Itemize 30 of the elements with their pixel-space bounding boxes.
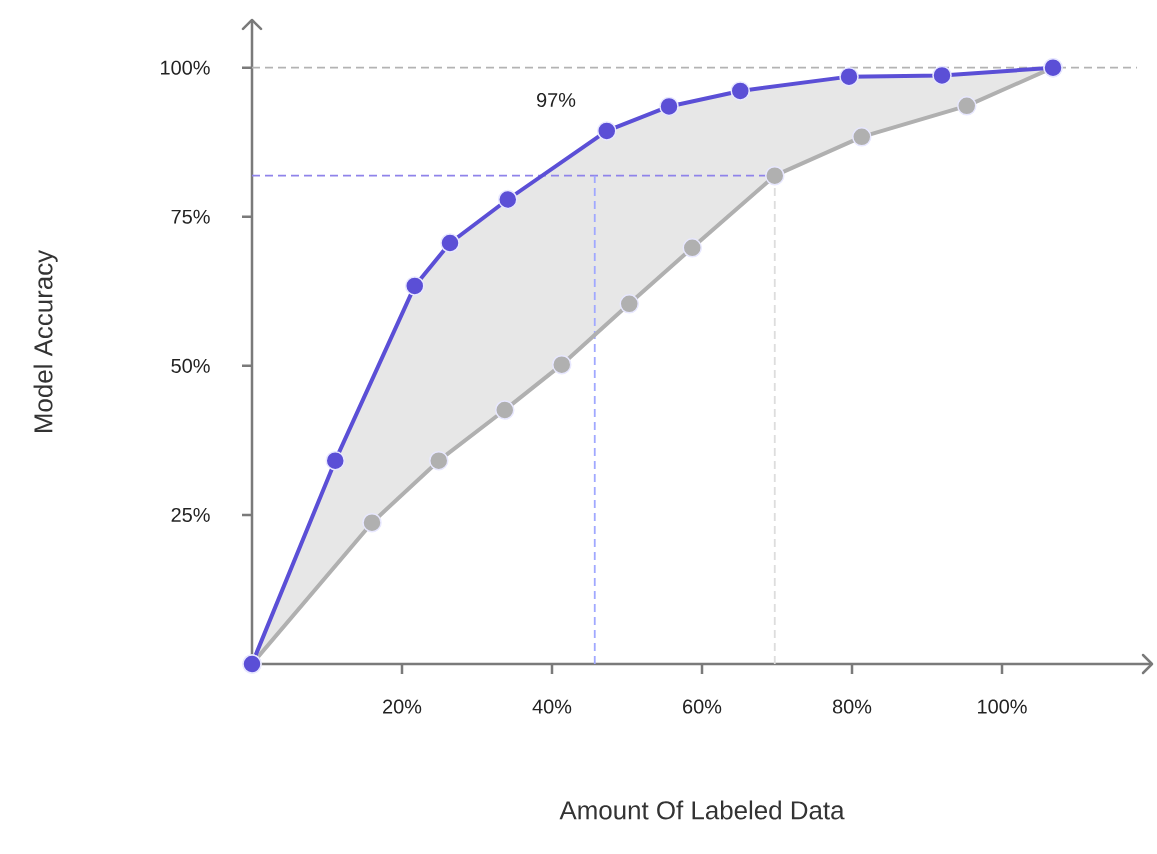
point — [362, 512, 382, 533]
x-tick-label: 100% — [978, 699, 1027, 714]
point — [659, 96, 679, 117]
point — [498, 189, 518, 210]
point — [552, 354, 572, 375]
point — [852, 127, 872, 147]
y-tick-label: 25% — [171, 507, 210, 522]
y-tick-label: 75% — [171, 209, 210, 224]
x-tick-label: 20% — [383, 699, 422, 714]
point — [619, 294, 639, 314]
annotation: 97% — [537, 92, 576, 108]
x-tick-label: 60% — [683, 699, 722, 714]
point — [495, 400, 515, 420]
point — [957, 96, 977, 116]
y-tick-label: 100% — [161, 60, 210, 75]
point — [839, 66, 859, 87]
x-axis-title: Amount Of Labeled Data — [559, 800, 845, 820]
point — [429, 450, 449, 471]
point — [597, 121, 617, 141]
point — [682, 238, 703, 258]
point — [765, 165, 785, 186]
point — [440, 233, 460, 253]
y-tick-label: 50% — [171, 358, 210, 373]
point — [325, 450, 345, 471]
point — [730, 81, 751, 101]
point — [932, 65, 952, 86]
point — [405, 276, 425, 296]
x-tick-label: 40% — [532, 699, 572, 714]
y-axis-title: Model Accuracy — [33, 249, 58, 433]
x-tick-label: 80% — [832, 699, 872, 714]
